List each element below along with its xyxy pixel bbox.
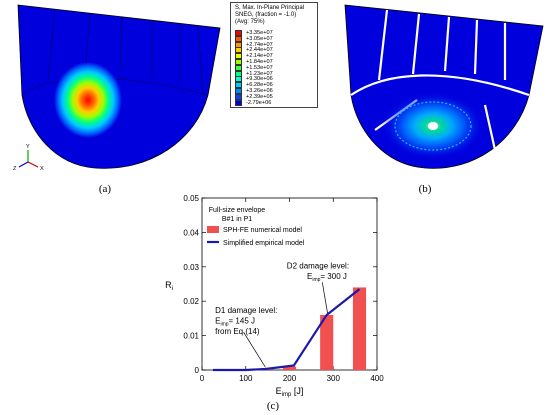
chart-annotation-top: Full-size envelope — [209, 207, 266, 214]
y-tick-label: 0.04 — [183, 228, 199, 237]
legend-value: +6.28e+06 — [246, 82, 273, 89]
legend-entry: +1.53e+07 — [235, 64, 273, 71]
y-tick-label: 0.01 — [183, 332, 199, 341]
legend-swatch — [235, 76, 242, 83]
legend-entry: +2.39e+05 — [235, 93, 273, 100]
legend-bar-label: SPH-FE numerical model — [223, 227, 302, 234]
legend-value: +2.39e+05 — [246, 93, 273, 100]
caption-c: (c) — [266, 400, 280, 412]
legend-title: S, Max. In-Plane Principal SNEG, (fracti… — [235, 5, 305, 25]
d1-annotation-line3: from Eq.(14) — [215, 327, 260, 336]
caption-b: (b) — [418, 183, 432, 195]
x-tick-label: 0 — [200, 374, 205, 383]
axis-y-label: Y — [26, 144, 30, 150]
risk-index-chart: 0 0.01 0.02 0.03 0.04 0.05 0 100 200 300 400 Full-s… — [165, 194, 384, 398]
legend-value: +2.44e+07 — [246, 47, 273, 54]
y-tick-label: 0.03 — [183, 263, 199, 272]
axis-triad-icon: Y X Z — [13, 144, 44, 172]
legend-value: +1.84e+07 — [246, 59, 273, 65]
contour-legend: S, Max. In-Plane Principal SNEG, (fracti… — [230, 2, 318, 108]
legend-entry: +3.26e+06 — [235, 88, 273, 94]
legend-entry: +2.44e+07 — [235, 47, 273, 54]
legend-entry: +1.23e+07 — [235, 70, 273, 77]
stress-hotspot — [54, 62, 122, 138]
d2-arrow — [321, 282, 328, 314]
legend-swatch — [235, 99, 242, 106]
legend-entry: +2.14e+07 — [235, 53, 273, 60]
d2-annotation-line1: D2 damage level: — [287, 262, 349, 271]
legend-value: +3.26e+06 — [246, 88, 273, 94]
legend-entry: +2.74e+07 — [235, 41, 273, 48]
x-tick-label: 100 — [239, 374, 253, 383]
legend-entry: +1.84e+07 — [235, 59, 273, 65]
legend-swatch — [235, 59, 242, 65]
axis-z-label: Z — [13, 166, 17, 172]
legend-swatch — [235, 64, 242, 71]
panel-b-contour-plot — [344, 4, 544, 169]
legend-entry: +3.35e+07 — [235, 30, 273, 36]
axis-x-label: X — [40, 166, 44, 172]
d1-annotation-line2: Eimp= 145 J — [215, 317, 255, 328]
legend-swatch — [235, 82, 242, 89]
legend-swatch — [235, 53, 242, 60]
legend-value: +1.23e+07 — [246, 70, 273, 77]
x-axis-label: Eimp [J] — [276, 386, 304, 398]
y-tick-label: 0.02 — [183, 297, 199, 306]
d2-annotation-line2: Eimp= 300 J — [307, 272, 347, 283]
legend-swatch — [235, 88, 242, 94]
legend-entry: +6.28e+06 — [235, 82, 273, 89]
panel-a-contour-plot: Y X Z — [13, 4, 221, 172]
caption-a: (a) — [98, 183, 112, 195]
d1-arrow — [243, 331, 266, 368]
legend-line-label: Simplified empirical model — [223, 240, 305, 247]
legend-entry: +9.30e+06 — [235, 76, 273, 83]
legend-value: +3.05e+07 — [246, 35, 273, 42]
legend-entry: -2.79e+06 — [235, 99, 272, 106]
x-tick-label: 400 — [370, 374, 384, 383]
legend-swatch — [235, 41, 242, 48]
chart-annotation-top: B#1 in P1 — [222, 216, 252, 223]
bar — [352, 287, 367, 370]
legend-entry: +3.05e+07 — [235, 35, 273, 42]
legend-value: -2.79e+06 — [246, 99, 272, 106]
legend-value: +9.30e+06 — [246, 76, 273, 83]
bar — [320, 314, 334, 370]
legend-value: +3.35e+07 — [246, 30, 273, 36]
y-tick-label: 0 — [195, 366, 200, 375]
legend-swatch — [235, 47, 242, 54]
legend-value: +2.14e+07 — [246, 53, 273, 60]
legend-swatch — [235, 93, 242, 100]
plot-frame — [201, 197, 378, 371]
y-tick-label: 0.05 — [183, 194, 199, 203]
legend-value: +1.53e+07 — [246, 64, 273, 71]
legend-value: +2.74e+07 — [246, 41, 273, 48]
legend-swatch — [235, 70, 242, 77]
x-tick-label: 300 — [327, 374, 341, 383]
empirical-line — [212, 288, 361, 372]
y-axis-label: Ri — [165, 280, 173, 292]
bar — [282, 366, 297, 370]
legend-swatch — [235, 35, 242, 42]
d1-annotation-line1: D1 damage level: — [215, 306, 277, 315]
legend-swatch — [235, 30, 242, 36]
x-tick-label: 200 — [283, 374, 297, 383]
legend-bar-swatch — [207, 226, 219, 233]
